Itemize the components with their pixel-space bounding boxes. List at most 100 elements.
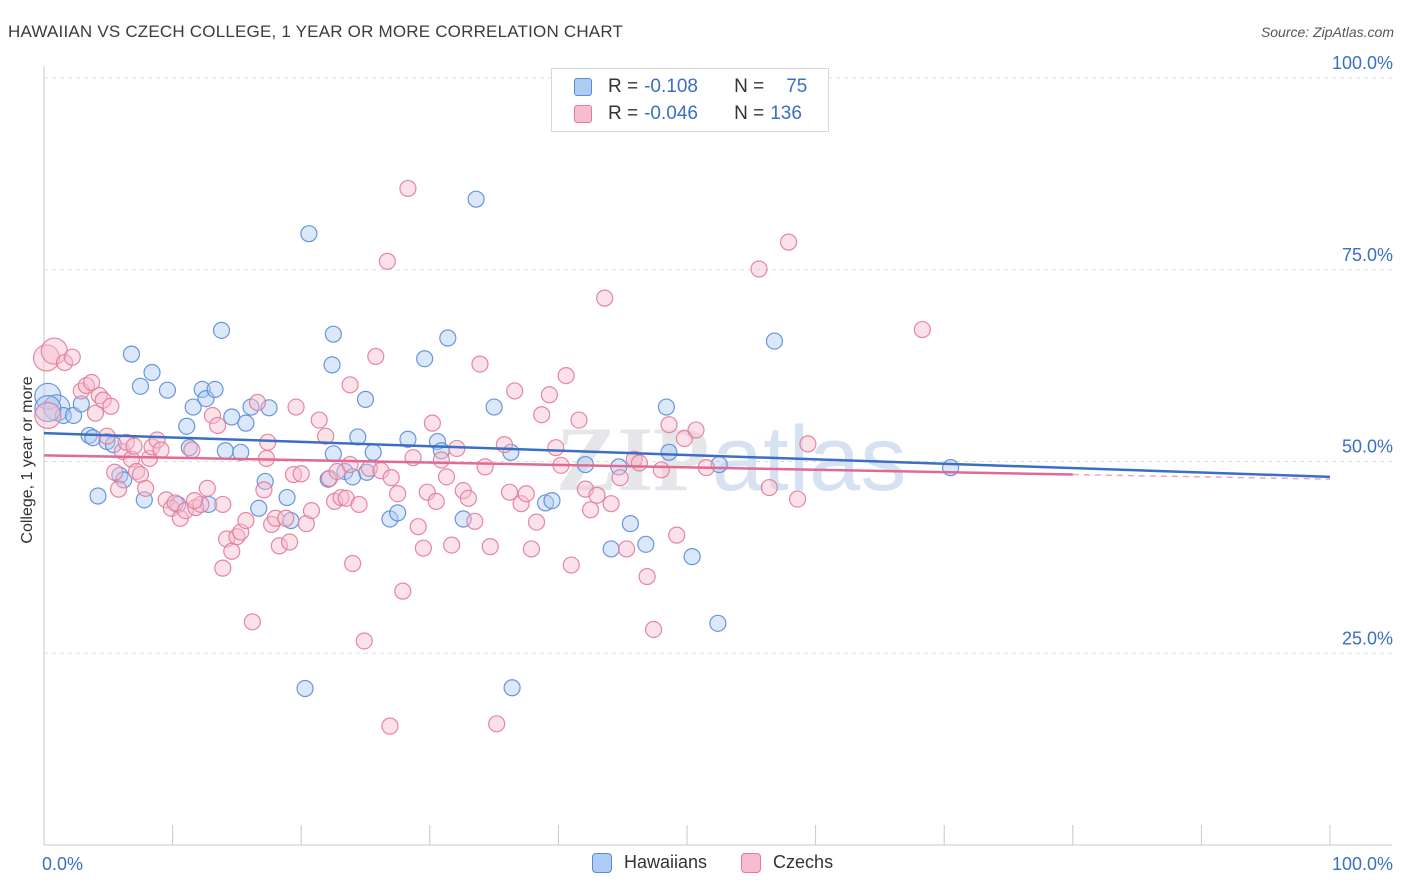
czechs-point	[255, 481, 273, 499]
hawaiians-point	[765, 332, 784, 350]
hawaiians-point	[364, 443, 382, 461]
hawaiians-point	[356, 390, 375, 408]
hawaiians-point	[131, 377, 150, 395]
czechs-point	[418, 483, 436, 501]
czechs-point	[277, 509, 295, 527]
hawaiians-point	[439, 329, 457, 347]
czechs-point	[152, 441, 170, 459]
hawaiians-point	[416, 350, 434, 368]
czechs-point	[638, 567, 656, 586]
czechs-point	[522, 540, 540, 558]
hawaiians-point	[143, 363, 161, 382]
czechs-point	[117, 433, 135, 451]
hawaiians-point	[34, 382, 62, 410]
czechs-swatch	[574, 105, 592, 123]
hawaiians-point	[193, 380, 211, 399]
czechs-point	[750, 260, 768, 278]
hawaiians-point	[89, 487, 107, 505]
hawaiians-point	[323, 356, 341, 374]
gridlines	[44, 77, 1392, 654]
czechs-point	[394, 582, 412, 600]
czechs-point	[570, 411, 588, 429]
czechs-trend-extension	[1072, 473, 1331, 480]
czechs-point	[476, 458, 494, 476]
y-tick-label: 50.0%	[1342, 437, 1393, 457]
czechs-point	[488, 715, 506, 733]
tick-labels: 25.0% 50.0% 75.0% 100.0% 0.0% 100.0%	[42, 53, 1393, 874]
czechs-point	[527, 513, 546, 531]
hawaiians-point	[503, 679, 521, 697]
hawaiians-point	[212, 321, 231, 339]
czechs-point	[287, 398, 305, 416]
hawaiians-point	[602, 540, 620, 558]
czechs-point	[86, 404, 105, 422]
czechs-point	[214, 495, 232, 514]
watermark: ZIPatlas	[556, 408, 906, 510]
hawaiians-point	[467, 190, 485, 208]
legend-item-czechs[interactable]: Czechs	[741, 852, 833, 873]
czechs-point	[209, 416, 227, 435]
r-label: R =	[608, 76, 639, 97]
czechs-point	[157, 491, 175, 509]
czechs-point	[355, 632, 373, 650]
x-tick-label: 100.0%	[1332, 854, 1393, 874]
czechs-point	[344, 554, 362, 573]
czechs-point	[799, 435, 817, 453]
czechs-point	[281, 533, 299, 551]
y-tick-label: 100.0%	[1332, 53, 1393, 73]
czechs-point	[459, 489, 477, 507]
czechs-point	[466, 512, 484, 530]
czechs-point	[34, 401, 62, 430]
hawaiians-point	[237, 414, 255, 432]
hawaiians-point	[657, 398, 676, 416]
hawaiians-point	[216, 442, 234, 460]
czechs-point	[187, 498, 205, 517]
czechs-point	[557, 366, 575, 385]
czechs-point	[562, 556, 580, 574]
series-legend: Hawaiians Czechs	[592, 852, 867, 873]
hawaiians-point	[250, 499, 268, 517]
czechs-point	[136, 479, 155, 497]
czechs-point	[540, 386, 558, 404]
czechs-point	[63, 348, 81, 366]
czechs-legend-swatch	[741, 852, 762, 873]
czechs-point	[596, 289, 614, 307]
czechs-point	[779, 233, 798, 251]
czechs-point	[82, 373, 101, 392]
n-label: N =	[734, 76, 765, 97]
czechs-point	[409, 518, 427, 536]
czechs-point	[243, 613, 261, 631]
czechs-point	[367, 347, 385, 366]
hawaiians-point	[683, 548, 701, 566]
hawaiians-trend-line	[43, 431, 1331, 479]
hawaiians-point	[180, 439, 198, 457]
czechs-point	[660, 416, 678, 434]
data-points	[32, 179, 960, 735]
czechs-point	[341, 455, 359, 474]
hawaiians-point	[660, 443, 678, 461]
hawaiians-point	[296, 679, 314, 698]
hawaiians-swatch	[574, 78, 592, 96]
czechs-point	[259, 433, 277, 451]
czechs-point	[310, 411, 328, 429]
czechs-point	[500, 483, 519, 501]
czechs-point	[443, 536, 461, 554]
hawaiians-point	[485, 398, 503, 416]
czechs-point	[270, 537, 288, 555]
czechs-point	[788, 490, 807, 508]
czechs-point	[506, 382, 524, 400]
hawaiians-point	[300, 225, 318, 243]
legend-row-czechs: R = -0.046 N = 136	[574, 102, 802, 126]
trend-lines	[43, 431, 1331, 480]
czechs-point	[471, 355, 489, 373]
hawaiians-point	[278, 488, 296, 507]
legend-item-hawaiians[interactable]: Hawaiians	[592, 852, 707, 873]
czechs-point	[214, 559, 232, 577]
y-axis-label: College, 1 year or more	[19, 376, 36, 544]
czechs-point	[611, 469, 629, 487]
hawaiians-point	[621, 515, 640, 533]
czechs-point	[378, 252, 396, 270]
r-label: R =	[608, 103, 639, 124]
czechs-point	[913, 320, 931, 339]
